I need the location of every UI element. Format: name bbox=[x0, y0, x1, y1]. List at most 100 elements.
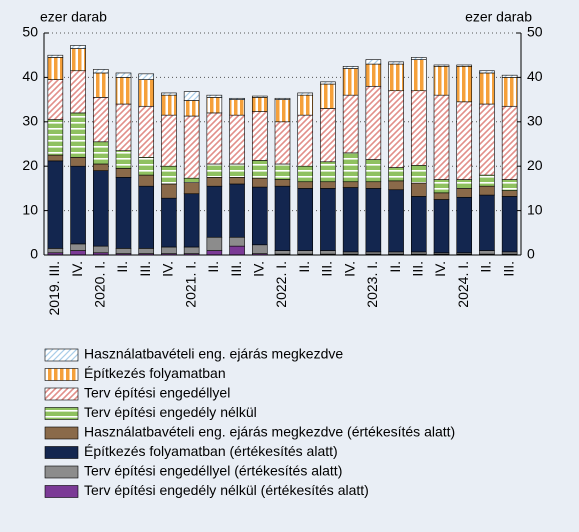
bar-segment bbox=[70, 250, 86, 256]
bar-segment bbox=[251, 97, 268, 112]
y-tick-label: 30 bbox=[22, 113, 38, 129]
bar-segment bbox=[229, 236, 245, 247]
bar-segment bbox=[501, 190, 518, 197]
bar-segment bbox=[115, 177, 132, 249]
bar-segment bbox=[229, 245, 245, 256]
bar-segment bbox=[183, 100, 200, 117]
y2-tick-label: 50 bbox=[527, 24, 543, 40]
bar-segment bbox=[297, 94, 314, 116]
x-tick-label: 2024. I. bbox=[455, 261, 471, 308]
bar-segment bbox=[251, 177, 268, 188]
bar-segment bbox=[161, 246, 177, 254]
bar-segment bbox=[251, 244, 268, 254]
x-tick-label: IV. bbox=[160, 261, 176, 277]
bar-segment bbox=[251, 95, 268, 98]
bar-segment bbox=[456, 179, 473, 189]
bar-segment bbox=[115, 77, 132, 105]
bar-segment bbox=[161, 183, 177, 199]
bar-segment bbox=[320, 81, 336, 85]
legend-label: Terv építési engedéllyel bbox=[84, 385, 230, 401]
x-tick-label: 2019. III. bbox=[46, 261, 62, 315]
bar-segment bbox=[274, 185, 291, 251]
bar-segment bbox=[410, 59, 427, 92]
bar-segment bbox=[70, 70, 86, 114]
bar-segment bbox=[433, 94, 450, 180]
legend-swatch bbox=[44, 446, 79, 459]
bar-segment bbox=[92, 163, 109, 171]
y2-axis-label: ezer darab bbox=[465, 9, 532, 25]
bar-segment bbox=[92, 170, 109, 247]
x-tick-label: II. bbox=[296, 261, 312, 273]
bar-segment bbox=[206, 177, 223, 187]
bar-segment bbox=[297, 250, 314, 255]
bar-segment bbox=[274, 99, 291, 123]
x-tick-label: IV. bbox=[69, 261, 85, 277]
bar-segment bbox=[251, 111, 268, 161]
bar-segment bbox=[183, 115, 200, 179]
legend-swatch bbox=[44, 368, 79, 381]
x-tick-label: II. bbox=[205, 261, 221, 273]
bar-segment bbox=[229, 177, 245, 185]
bar-segment bbox=[410, 196, 427, 253]
bar-segment bbox=[206, 185, 223, 238]
bar-segment bbox=[388, 90, 404, 168]
bar-segment bbox=[183, 91, 200, 101]
legend-label: Építkezés folyamatban bbox=[84, 365, 226, 381]
bar-segment bbox=[274, 97, 291, 100]
bar-segment bbox=[92, 97, 109, 143]
bar-segment bbox=[115, 168, 132, 178]
y-tick-label: 0 bbox=[30, 246, 38, 262]
bar-segment bbox=[92, 245, 109, 254]
legend-swatch bbox=[44, 387, 79, 401]
bar-segment bbox=[501, 105, 518, 180]
legend-label: Használatbavételi eng. ejárás megkezdve bbox=[84, 346, 343, 362]
bar-segment bbox=[320, 161, 336, 183]
bar-segment bbox=[251, 186, 268, 246]
bar-segment bbox=[342, 187, 359, 253]
bar-segment bbox=[138, 248, 155, 254]
legend-swatch bbox=[44, 485, 79, 498]
bar-segment bbox=[433, 199, 450, 254]
bar-segment bbox=[479, 185, 495, 196]
bar-segment bbox=[183, 193, 200, 248]
bar-segment bbox=[410, 57, 427, 60]
x-tick-label: 2020. I. bbox=[91, 261, 107, 308]
bar-segment bbox=[229, 183, 245, 238]
legend-label: Terv építési engedély nélkül bbox=[84, 404, 257, 420]
bar-segment bbox=[410, 251, 427, 255]
bar-segment bbox=[47, 248, 64, 254]
bar-segment bbox=[206, 250, 223, 256]
legend-label: Terv építési engedély nélkül (értékesíté… bbox=[84, 482, 369, 498]
legend-label: Építkezés folyamatban (értékesítés alatt… bbox=[84, 443, 338, 459]
bar-segment bbox=[115, 103, 132, 151]
bar-segment bbox=[342, 66, 359, 69]
bar-segment bbox=[206, 236, 223, 251]
bar-segment bbox=[161, 114, 177, 167]
y2-tick-label: 20 bbox=[527, 157, 543, 173]
bar-segment bbox=[388, 189, 404, 253]
bar-segment bbox=[365, 59, 382, 65]
bar-segment bbox=[501, 179, 518, 191]
bar-segment bbox=[206, 112, 223, 165]
y-tick-label: 40 bbox=[22, 68, 38, 84]
y-axis-label: ezer darab bbox=[40, 9, 107, 25]
x-tick-label: II. bbox=[478, 261, 494, 273]
bar-segment bbox=[274, 163, 291, 180]
bar-segment bbox=[229, 99, 245, 116]
bar-segment bbox=[92, 69, 109, 74]
bar-segment bbox=[365, 181, 382, 189]
legend-swatch bbox=[44, 426, 79, 440]
bar-segment bbox=[229, 114, 245, 165]
bar-segment bbox=[138, 174, 155, 187]
bar-segment bbox=[342, 251, 359, 255]
bar-segment bbox=[161, 92, 177, 96]
bar-segment bbox=[138, 73, 155, 80]
bar-segment bbox=[70, 48, 86, 72]
bar-segment bbox=[274, 179, 291, 187]
bar-segment bbox=[365, 85, 382, 160]
bar-segment bbox=[92, 72, 109, 98]
x-tick-label: 2022. I. bbox=[273, 261, 289, 308]
bar-segment bbox=[479, 250, 495, 255]
bar-segment bbox=[161, 197, 177, 248]
legend-label: Használatbavételi eng. ejárás megkezdve … bbox=[84, 424, 455, 440]
